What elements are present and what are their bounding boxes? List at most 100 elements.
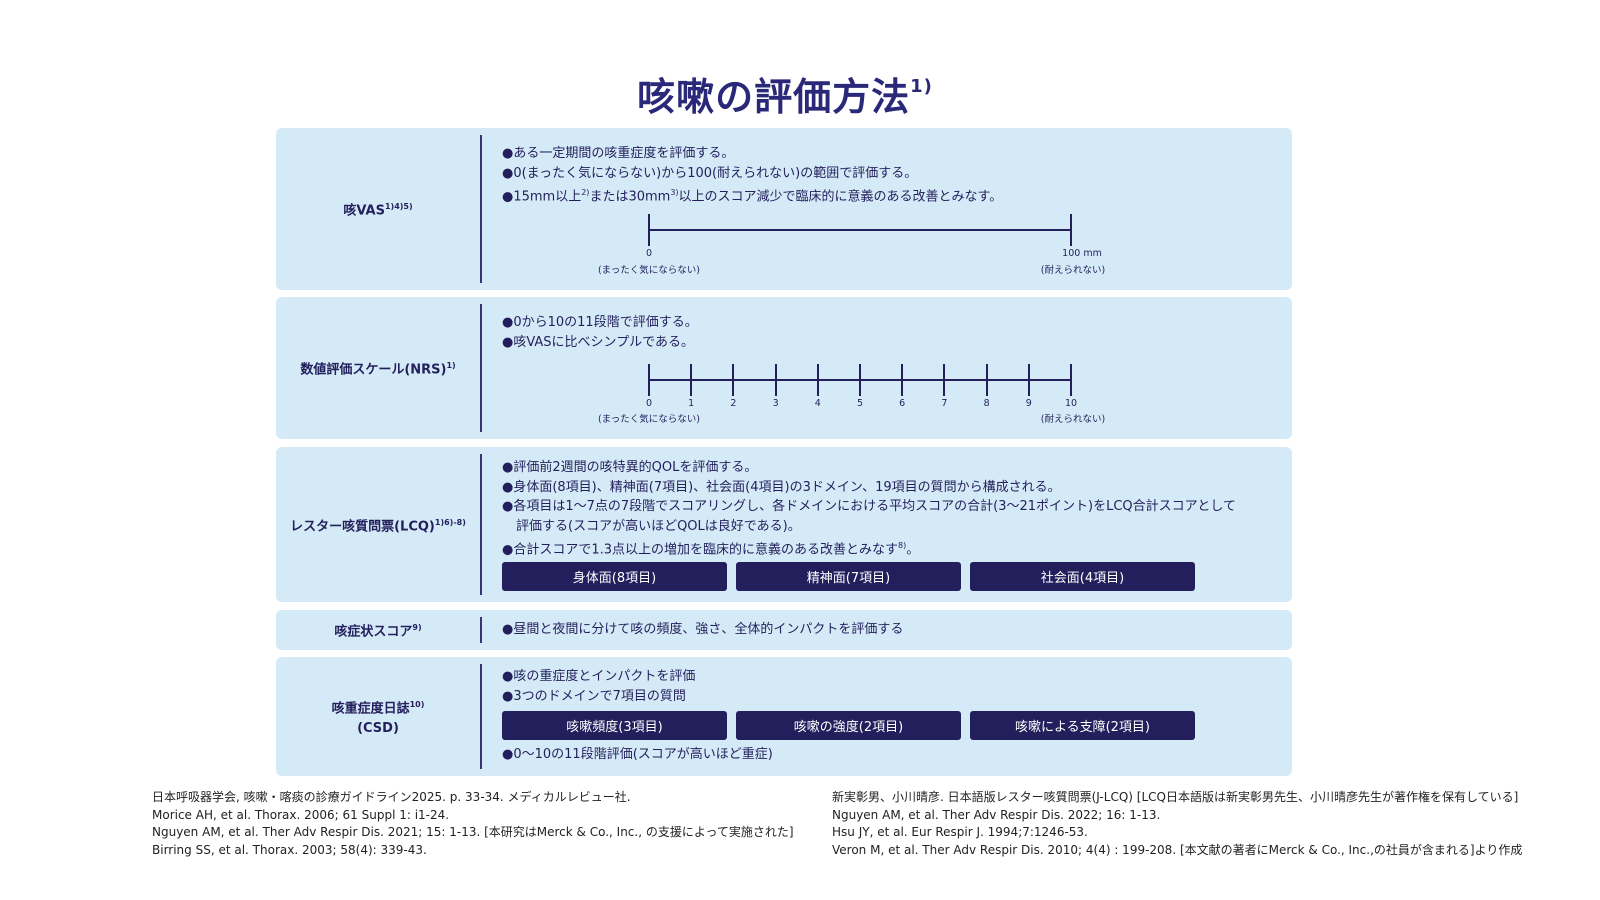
- nrs-tick: [1070, 364, 1072, 396]
- page-title: 咳嗽の評価方法1): [0, 66, 1570, 121]
- section-label: 咳重症度日誌10) (CSD): [276, 657, 480, 776]
- vas-tick-min: [648, 214, 650, 246]
- divider: [480, 304, 482, 432]
- vas-tick-max: [1070, 214, 1072, 246]
- domain-physical: 身体面(8項目): [502, 562, 727, 591]
- reference: 新実彰男、小川晴彦. 日本語版レスター咳質問票(J-LCQ) [LCQ日本語版は…: [832, 790, 1519, 804]
- csd-domains: 咳嗽頻度(3項目) 咳嗽の強度(2項目) 咳嗽による支障(2項目): [502, 711, 1195, 740]
- section-content: ●評価前2週間の咳特異的QOLを評価する。 ●身体面(8項目)、精神面(7項目)…: [502, 458, 1282, 560]
- section-symptom-score: 咳症状スコア9) ●昼間と夜間に分けて咳の頻度、強さ、全体的インパクトを評価する: [276, 610, 1292, 650]
- nrs-tick-label: 6: [899, 398, 906, 409]
- title-text: 咳嗽の評価方法: [637, 75, 911, 119]
- section-lcq: レスター咳質問票(LCQ)1)6)-8) ●評価前2週間の咳特異的QOLを評価す…: [276, 447, 1292, 602]
- section-vas: 咳VAS1)4)5) ●ある一定期間の咳重症度を評価する。 ●0(まったく気にな…: [276, 128, 1292, 290]
- nrs-tick: [943, 364, 946, 396]
- divider: [480, 664, 482, 769]
- label-text: 咳症状スコア: [334, 624, 413, 640]
- nrs-tick-label: 4: [814, 398, 821, 409]
- domain-intensity: 咳嗽の強度(2項目): [736, 711, 961, 740]
- section-label: レスター咳質問票(LCQ)1)6)-8): [276, 447, 480, 602]
- nrs-tick: [859, 364, 861, 396]
- reference: Nguyen AM, et al. Ther Adv Respir Dis. 2…: [152, 825, 794, 839]
- nrs-tick-label: 0: [645, 398, 653, 409]
- bullet: ●各項目は1～7点の7段階でスコアリングし、各ドメインにおける平均スコアの合計(…: [502, 499, 1237, 514]
- domain-disruption: 咳嗽による支障(2項目): [970, 711, 1195, 740]
- section-content: ●0から10の11段階で評価する。 ●咳VASに比べシンプルである。: [502, 313, 1282, 352]
- section-nrs: 数値評価スケール(NRS)1) ●0から10の11段階で評価する。 ●咳VASに…: [276, 297, 1292, 439]
- label-text: 数値評価スケール(NRS): [300, 362, 447, 378]
- nrs-tick: [985, 364, 988, 396]
- reference: Veron M, et al. Ther Adv Respir Dis. 201…: [832, 842, 1523, 857]
- section-label: 咳VAS1)4)5): [276, 128, 480, 290]
- domain-psychological: 精神面(7項目): [736, 562, 961, 591]
- title-ref: 1): [910, 76, 933, 97]
- nrs-tick: [774, 364, 777, 396]
- vas-min-label: 0: [645, 248, 653, 259]
- label-ref: 10): [409, 700, 425, 710]
- ref: 3): [670, 188, 679, 197]
- references-right: 新実彰男、小川晴彦. 日本語版レスター咳質問票(J-LCQ) [LCQ日本語版は…: [832, 789, 1522, 859]
- section-content-after: ●0～10の11段階評価(スコアが高いほど重症): [502, 745, 1282, 765]
- section-label: 数値評価スケール(NRS)1): [276, 297, 480, 439]
- bullet: ●0(まったく気にならない)から100(耐えられない)の範囲で評価する。: [502, 165, 918, 181]
- divider: [480, 135, 482, 283]
- nrs-tick: [901, 364, 904, 396]
- label-text: 咳VAS: [343, 203, 385, 219]
- reference: Birring SS, et al. Thorax. 2003; 58(4): …: [152, 842, 427, 857]
- nrs-tick-label: 10: [1064, 398, 1078, 409]
- bullet: ●身体面(8項目)、精神面(7項目)、社会面(4項目)の3ドメイン、19項目の質…: [502, 479, 1061, 495]
- vas-max-label: 100 mm: [1062, 248, 1102, 259]
- section-csd: 咳重症度日誌10) (CSD) ●咳の重症度とインパクトを評価 ●3つのドメインで…: [276, 657, 1292, 776]
- label-text: レスター咳質問票(LCQ): [290, 519, 435, 535]
- bullet-text: 以上のスコア減少で臨床的に意義のある改善とみなす。: [678, 189, 1003, 205]
- nrs-tick-label: 5: [856, 398, 864, 409]
- nrs-tick-label: 7: [941, 398, 948, 409]
- section-label: 咳症状スコア9): [276, 610, 480, 650]
- bullet: ●ある一定期間の咳重症度を評価する。: [502, 146, 735, 161]
- divider: [480, 454, 482, 595]
- bullet-text: ●合計スコアで1.3点以上の増加を臨床的に意義のある改善とみなす: [502, 542, 899, 558]
- label-ref: 1)4)5): [384, 202, 413, 212]
- nrs-tick: [732, 364, 735, 396]
- label-ref: 9): [412, 623, 422, 633]
- nrs-tick-label: 1: [688, 398, 695, 409]
- ref: 2): [581, 188, 590, 197]
- section-content: ●ある一定期間の咳重症度を評価する。 ●0(まったく気にならない)から100(耐…: [502, 144, 1282, 207]
- domain-social: 社会面(4項目): [970, 562, 1195, 591]
- divider: [480, 617, 482, 643]
- lcq-domains: 身体面(8項目) 精神面(7項目) 社会面(4項目): [502, 562, 1195, 591]
- vas-min-caption: (まったく気にならない): [597, 265, 701, 276]
- reference: Hsu JY, et al. Eur Respir J. 1994;7:1246…: [832, 825, 1088, 839]
- reference: Nguyen AM, et al. Ther Adv Respir Dis. 2…: [832, 807, 1161, 822]
- nrs-tick-label: 2: [730, 398, 737, 409]
- bullet-text: または30mm: [589, 189, 671, 205]
- nrs-tick-label: 9: [1025, 398, 1032, 409]
- section-content: ●咳の重症度とインパクトを評価 ●3つのドメインで7項目の質問: [502, 667, 1282, 706]
- nrs-tick: [690, 364, 693, 396]
- label-ref: 1)6)-8): [434, 517, 466, 527]
- nrs-max-caption: (耐えられない): [1040, 414, 1106, 425]
- nrs-min-caption: (まったく気にならない): [597, 414, 701, 425]
- bullet-text: 。: [906, 542, 920, 558]
- domain-frequency: 咳嗽頻度(3項目): [502, 711, 727, 740]
- section-content: ●昼間と夜間に分けて咳の頻度、強さ、全体的インパクトを評価する: [502, 620, 1282, 640]
- bullet: ●合計スコアで1.3点以上の増加を臨床的に意義のある改善とみなす8)。: [502, 536, 1282, 560]
- nrs-tick: [816, 364, 819, 396]
- ref: 8): [898, 541, 907, 550]
- bullet: ●0から10の11段階で評価する。: [502, 315, 698, 330]
- label-text-2: (CSD): [357, 720, 399, 736]
- bullet: ●昼間と夜間に分けて咳の頻度、強さ、全体的インパクトを評価する: [502, 622, 904, 637]
- nrs-tick: [648, 364, 650, 396]
- label-text: 咳重症度日誌: [331, 701, 410, 717]
- reference: Morice AH, et al. Thorax. 2006; 61 Suppl…: [152, 807, 450, 822]
- vas-max-caption: (耐えられない): [1040, 265, 1106, 276]
- bullet-text: ●15mm以上: [502, 189, 582, 205]
- bullet: ●咳の重症度とインパクトを評価: [502, 669, 696, 684]
- nrs-line: [649, 379, 1071, 381]
- bullet: ●3つのドメインで7項目の質問: [502, 688, 686, 704]
- nrs-tick: [1027, 364, 1030, 396]
- references-left: 日本呼吸器学会, 咳嗽・喀痰の診療ガイドライン2025. p. 33-34. メ…: [152, 789, 794, 859]
- vas-line: [649, 229, 1071, 231]
- reference: 日本呼吸器学会, 咳嗽・喀痰の診療ガイドライン2025. p. 33-34. メ…: [152, 790, 631, 804]
- bullet: ●15mm以上2)または30mm3)以上のスコア減少で臨床的に意義のある改善とみ…: [502, 183, 1282, 207]
